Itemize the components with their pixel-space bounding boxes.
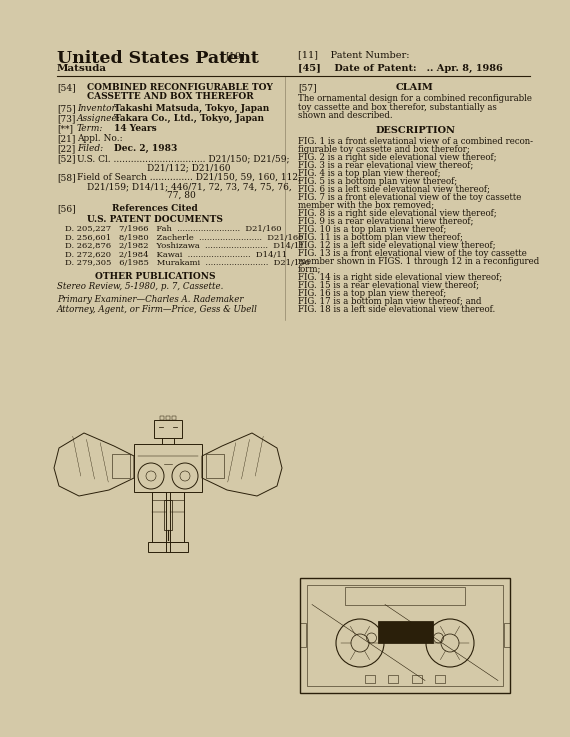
Text: [54]: [54] xyxy=(57,83,76,92)
Bar xyxy=(164,500,172,530)
Bar xyxy=(170,492,184,542)
Text: [73]: [73] xyxy=(57,114,75,123)
Text: FIG. 8 is a right side elevational view thereof;: FIG. 8 is a right side elevational view … xyxy=(298,209,496,217)
Bar xyxy=(377,621,433,643)
Text: FIG. 17 is a bottom plan view thereof; and: FIG. 17 is a bottom plan view thereof; a… xyxy=(298,296,482,306)
Bar xyxy=(435,674,445,682)
Bar xyxy=(345,587,465,604)
Text: [75]: [75] xyxy=(57,104,76,113)
Text: Term:: Term: xyxy=(77,124,103,133)
Text: Appl. No.:: Appl. No.: xyxy=(77,134,123,143)
Text: [52]: [52] xyxy=(57,154,75,163)
Text: 77, 80: 77, 80 xyxy=(167,191,196,200)
Text: FIG. 6 is a left side elevational view thereof;: FIG. 6 is a left side elevational view t… xyxy=(298,184,490,194)
Text: CASSETTE AND BOX THEREFOR: CASSETTE AND BOX THEREFOR xyxy=(87,92,254,101)
Bar xyxy=(148,542,170,552)
Text: Field of Search ............... D21/150, 59, 160, 112,: Field of Search ............... D21/150,… xyxy=(77,173,301,182)
Text: Assignee:: Assignee: xyxy=(77,114,121,123)
Text: 14 Years: 14 Years xyxy=(114,124,157,133)
Text: toy cassette and box therefor, substantially as: toy cassette and box therefor, substanti… xyxy=(298,102,497,111)
Text: FIG. 1 is a front elevational view of a combined recon-: FIG. 1 is a front elevational view of a … xyxy=(298,136,533,145)
Bar xyxy=(154,420,182,438)
Text: [21]: [21] xyxy=(57,134,75,143)
Text: Attorney, Agent, or Firm—Price, Gess & Ubell: Attorney, Agent, or Firm—Price, Gess & U… xyxy=(57,304,258,313)
Text: FIG. 16 is a top plan view thereof;: FIG. 16 is a top plan view thereof; xyxy=(298,288,446,298)
Text: D. 205,227   7/1966   Fah  ........................  D21/160: D. 205,227 7/1966 Fah ..................… xyxy=(65,225,282,233)
Bar xyxy=(152,492,184,500)
Text: Primary Examiner—Charles A. Rademaker: Primary Examiner—Charles A. Rademaker xyxy=(57,295,243,304)
Bar xyxy=(112,454,130,478)
Text: OTHER PUBLICATIONS: OTHER PUBLICATIONS xyxy=(95,271,215,281)
Text: [11]    Patent Number:: [11] Patent Number: xyxy=(298,50,409,59)
Text: D. 262,876   2/1982   Yoshizawa  ........................  D14/11: D. 262,876 2/1982 Yoshizawa ............… xyxy=(65,242,304,250)
Bar xyxy=(307,584,503,685)
Bar xyxy=(160,416,164,420)
Text: Dec. 2, 1983: Dec. 2, 1983 xyxy=(114,144,177,153)
Text: FIG. 18 is a left side elevational view thereof.: FIG. 18 is a left side elevational view … xyxy=(298,304,495,313)
Bar xyxy=(300,623,306,647)
Text: FIG. 9 is a rear elevational view thereof;: FIG. 9 is a rear elevational view thereo… xyxy=(298,217,474,226)
Text: FIG. 14 is a right side elevational view thereof;: FIG. 14 is a right side elevational view… xyxy=(298,273,502,282)
Text: The ornamental design for a combined reconfigurable: The ornamental design for a combined rec… xyxy=(298,94,532,103)
Text: shown and described.: shown and described. xyxy=(298,111,393,120)
Text: Stereo Review, 5-1980, p. 7, Cassette.: Stereo Review, 5-1980, p. 7, Cassette. xyxy=(57,282,223,290)
Text: Filed:: Filed: xyxy=(77,144,103,153)
Text: United States Patent: United States Patent xyxy=(57,50,259,67)
Bar xyxy=(300,578,510,693)
Text: COMBINED RECONFIGURABLE TOY: COMBINED RECONFIGURABLE TOY xyxy=(87,83,273,92)
Text: member shown in FIGS. 1 through 12 in a reconfigured: member shown in FIGS. 1 through 12 in a … xyxy=(298,256,539,265)
Text: D21/159; D14/11; 446/71, 72, 73, 74, 75, 76,: D21/159; D14/11; 446/71, 72, 73, 74, 75,… xyxy=(87,182,292,191)
Text: [19]: [19] xyxy=(225,51,245,60)
Text: [58]: [58] xyxy=(57,173,76,182)
Text: FIG. 10 is a top plan view thereof;: FIG. 10 is a top plan view thereof; xyxy=(298,225,446,234)
Text: Takashi Matsuda, Tokyo, Japan: Takashi Matsuda, Tokyo, Japan xyxy=(114,104,269,113)
Text: [45]    Date of Patent:   .. Apr. 8, 1986: [45] Date of Patent: .. Apr. 8, 1986 xyxy=(298,64,503,73)
Bar xyxy=(388,674,398,682)
Text: [22]: [22] xyxy=(57,144,75,153)
Text: FIG. 11 is a bottom plan view thereof;: FIG. 11 is a bottom plan view thereof; xyxy=(298,232,463,242)
Text: D. 272,620   2/1984   Kawai  ........................  D14/11: D. 272,620 2/1984 Kawai ................… xyxy=(65,251,287,259)
Text: References Cited: References Cited xyxy=(112,204,198,213)
Text: Inventor:: Inventor: xyxy=(77,104,119,113)
Text: [57]: [57] xyxy=(298,83,316,92)
Text: U.S. PATENT DOCUMENTS: U.S. PATENT DOCUMENTS xyxy=(87,215,223,224)
Text: FIG. 2 is a right side elevational view thereof;: FIG. 2 is a right side elevational view … xyxy=(298,153,496,161)
Text: Matsuda: Matsuda xyxy=(57,64,107,73)
Text: DESCRIPTION: DESCRIPTION xyxy=(375,125,455,134)
Bar xyxy=(152,492,166,542)
Text: FIG. 4 is a top plan view thereof;: FIG. 4 is a top plan view thereof; xyxy=(298,169,441,178)
Text: D21/112; D21/160: D21/112; D21/160 xyxy=(147,163,230,172)
Text: FIG. 5 is a bottom plan view thereof;: FIG. 5 is a bottom plan view thereof; xyxy=(298,176,457,186)
Text: [**]: [**] xyxy=(57,124,73,133)
Text: D. 256,601   8/1980   Zacherle  ........................  D21/160: D. 256,601 8/1980 Zacherle .............… xyxy=(65,234,303,242)
Bar xyxy=(206,454,224,478)
Text: member with the box removed;: member with the box removed; xyxy=(298,200,434,209)
Text: FIG. 7 is a front elevational view of the toy cassette: FIG. 7 is a front elevational view of th… xyxy=(298,192,522,201)
Bar xyxy=(412,674,422,682)
Text: FIG. 15 is a rear elevational view thereof;: FIG. 15 is a rear elevational view there… xyxy=(298,281,479,290)
Text: figurable toy cassette and box therefor;: figurable toy cassette and box therefor; xyxy=(298,144,470,153)
Text: Takara Co., Ltd., Tokyo, Japan: Takara Co., Ltd., Tokyo, Japan xyxy=(114,114,264,123)
Text: [56]: [56] xyxy=(57,204,76,213)
Text: form;: form; xyxy=(298,265,321,273)
Bar xyxy=(166,416,170,420)
Bar xyxy=(134,444,202,492)
Text: FIG. 12 is a left side elevational view thereof;: FIG. 12 is a left side elevational view … xyxy=(298,240,496,250)
Bar xyxy=(172,416,176,420)
Text: U.S. Cl. ................................ D21/150; D21/59;: U.S. Cl. ...............................… xyxy=(77,154,290,163)
Bar xyxy=(166,542,188,552)
Text: FIG. 3 is a rear elevational view thereof;: FIG. 3 is a rear elevational view thereo… xyxy=(298,161,473,170)
Bar xyxy=(365,674,375,682)
Text: D. 279,305   6/1985   Murakami  ........................  D21/150: D. 279,305 6/1985 Murakami .............… xyxy=(65,259,310,267)
Bar xyxy=(504,623,510,647)
Text: FIG. 13 is a front elevational view of the toy cassette: FIG. 13 is a front elevational view of t… xyxy=(298,248,527,257)
Text: CLAIM: CLAIM xyxy=(396,83,434,92)
